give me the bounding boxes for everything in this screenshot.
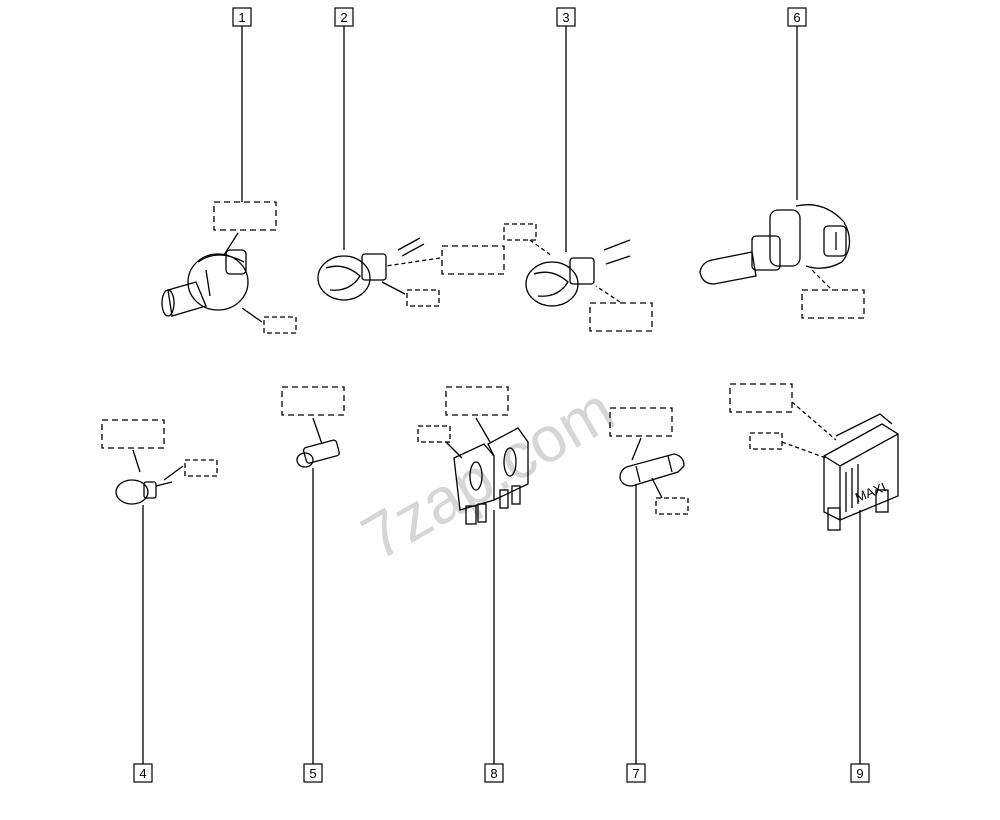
callout-box-3: 3 [556,7,576,27]
callout-1 [213,26,297,334]
watermark: 7zap.com [350,373,626,574]
callout-3 [503,26,653,332]
callout-number-2: 2 [340,10,347,25]
callout-8 [417,386,509,764]
callout-number-9: 9 [856,766,863,781]
callout-2 [343,26,505,307]
callout-number-1: 1 [238,10,245,25]
callout-5 [281,386,345,764]
callout-number-8: 8 [490,766,497,781]
fuse-8-icon [453,427,529,525]
callout-9 [729,383,861,764]
bulb-3-icon [525,239,631,307]
bulb-4-icon [115,479,173,505]
callout-number-4: 4 [139,766,146,781]
callout-box-4: 4 [133,763,153,783]
bulb-2-icon [317,237,425,301]
callout-number-5: 5 [309,766,316,781]
callout-6 [796,26,865,319]
callout-box-6: 6 [787,7,807,27]
callout-box-7: 7 [626,763,646,783]
bulb-7-icon [619,453,685,487]
callout-7 [609,407,689,764]
callout-box-8: 8 [484,763,504,783]
maxi-fuse-icon [823,413,899,531]
callout-number-3: 3 [562,10,569,25]
callout-box-1: 1 [232,7,252,27]
callout-box-2: 2 [334,7,354,27]
callout-4 [101,419,218,764]
callout-box-9: 9 [850,763,870,783]
callout-number-6: 6 [793,10,800,25]
bulb-5-icon [296,439,340,468]
bulb-6-icon [699,204,851,285]
bulb-1-icon [161,249,249,317]
callout-number-7: 7 [632,766,639,781]
callout-box-5: 5 [303,763,323,783]
